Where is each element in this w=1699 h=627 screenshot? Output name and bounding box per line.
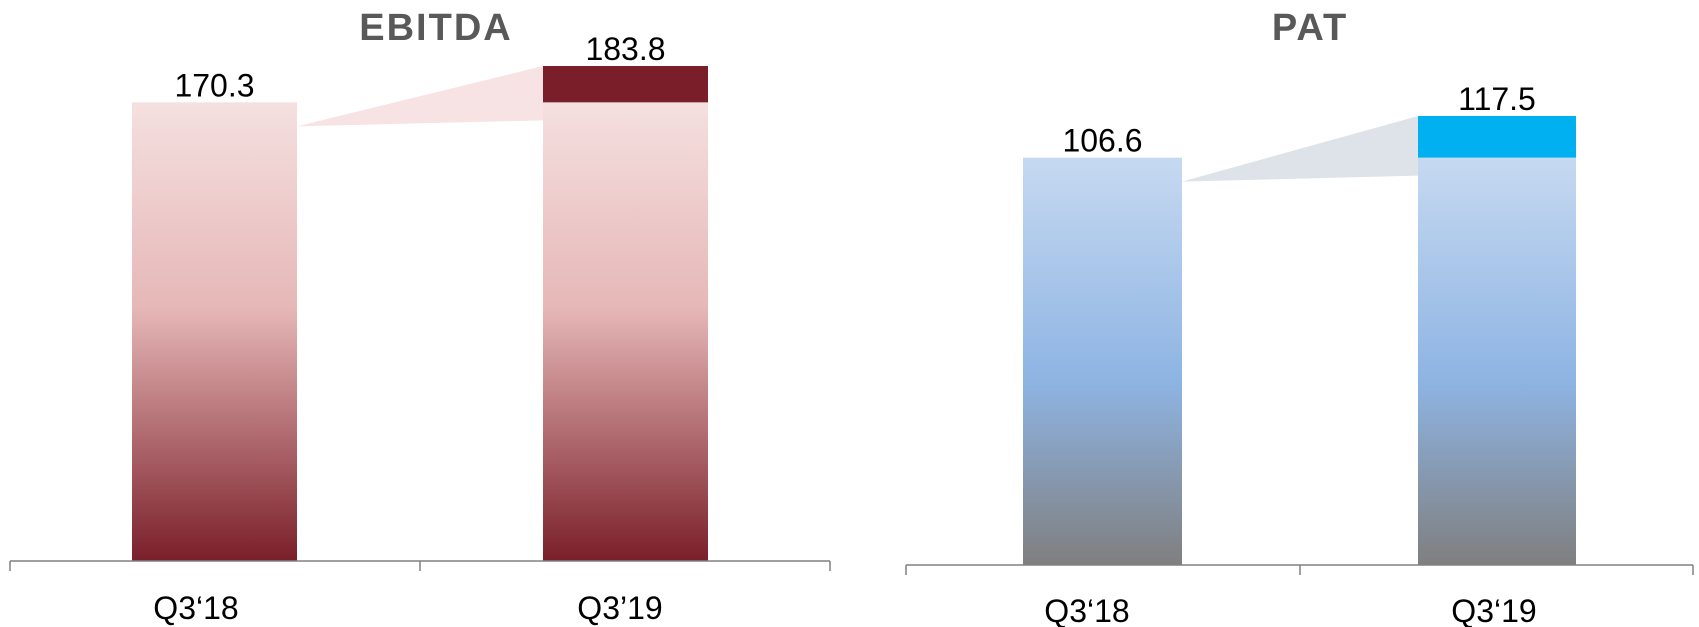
pat-value-label-q3-18: 106.6: [1062, 123, 1142, 159]
ebitda-connector: [297, 66, 543, 127]
pat-title: PAT: [1272, 7, 1348, 49]
pat-value-label-q3-19: 117.5: [1458, 81, 1536, 117]
ebitda-value-label-q3-19: 183.8: [585, 31, 665, 67]
ebitda-title: EBITDA: [359, 7, 512, 49]
ebitda-x-axis: [9, 560, 831, 571]
pat-x-axis: [905, 564, 1694, 575]
ebitda-bar-q3-19-base: [543, 102, 708, 561]
ebitda-category-q3-19: Q3’19: [577, 590, 662, 626]
pat-connector: [1182, 116, 1418, 182]
pat-bar-q3-19-increment: [1418, 116, 1576, 158]
pat-chart: PAT 106.6 117.5 Q3‘18 Q3‘19: [905, 7, 1694, 627]
pat-category-q3-19: Q3‘19: [1451, 593, 1536, 627]
ebitda-bar-q3-19-increment: [543, 66, 708, 103]
ebitda-category-q3-18: Q3‘18: [153, 590, 238, 626]
pat-bar-q3-18: [1023, 157, 1182, 565]
pat-bar-q3-19-base: [1418, 157, 1576, 565]
pat-category-q3-18: Q3‘18: [1044, 593, 1129, 627]
ebitda-value-label-q3-18: 170.3: [174, 67, 254, 103]
ebitda-chart: EBITDA 170.3 183.8 Q3‘18 Q3’19: [9, 7, 831, 626]
ebitda-bar-q3-18: [132, 102, 297, 561]
